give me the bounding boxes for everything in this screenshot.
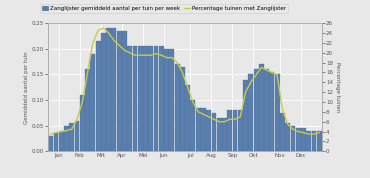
Bar [96, 41, 101, 151]
Bar [80, 95, 85, 151]
Bar [280, 113, 285, 151]
Bar [175, 64, 179, 151]
Bar [306, 131, 311, 151]
Bar [196, 108, 201, 151]
Bar [206, 110, 211, 151]
Bar [264, 69, 269, 151]
Bar [317, 131, 322, 151]
Bar [101, 33, 106, 151]
Bar [201, 108, 206, 151]
Bar [227, 110, 232, 151]
Bar [259, 64, 264, 151]
Bar [143, 46, 148, 151]
Bar [254, 69, 259, 151]
Bar [69, 123, 74, 151]
Legend: Zanglijster gemiddeld aantal per tuin per week, Percentage tuinen met Zanglijste: Zanglijster gemiddeld aantal per tuin pe… [40, 4, 288, 13]
Bar [301, 128, 306, 151]
Bar [185, 85, 190, 151]
Bar [164, 49, 169, 151]
Bar [85, 69, 90, 151]
Bar [59, 131, 64, 151]
Bar [212, 113, 216, 151]
Bar [148, 46, 153, 151]
Bar [127, 46, 132, 151]
Bar [285, 123, 290, 151]
Bar [122, 31, 127, 151]
Bar [248, 74, 253, 151]
Bar [90, 54, 95, 151]
Y-axis label: Gemiddeld aantal per tuin: Gemiddeld aantal per tuin [24, 51, 29, 124]
Bar [159, 46, 164, 151]
Bar [312, 131, 316, 151]
Bar [217, 118, 222, 151]
Bar [106, 28, 111, 151]
Bar [54, 133, 58, 151]
Bar [48, 136, 53, 151]
Bar [275, 74, 280, 151]
Bar [290, 126, 295, 151]
Bar [191, 100, 195, 151]
Bar [238, 110, 243, 151]
Bar [132, 46, 137, 151]
Bar [180, 67, 185, 151]
Bar [75, 121, 80, 151]
Bar [296, 128, 301, 151]
Bar [222, 118, 227, 151]
Bar [154, 46, 158, 151]
Bar [269, 72, 274, 151]
Bar [64, 126, 69, 151]
Y-axis label: Percentage tuinen: Percentage tuinen [335, 62, 340, 112]
Bar [138, 46, 143, 151]
Bar [111, 28, 116, 151]
Bar [233, 110, 238, 151]
Bar [117, 31, 122, 151]
Bar [169, 49, 174, 151]
Bar [243, 80, 248, 151]
